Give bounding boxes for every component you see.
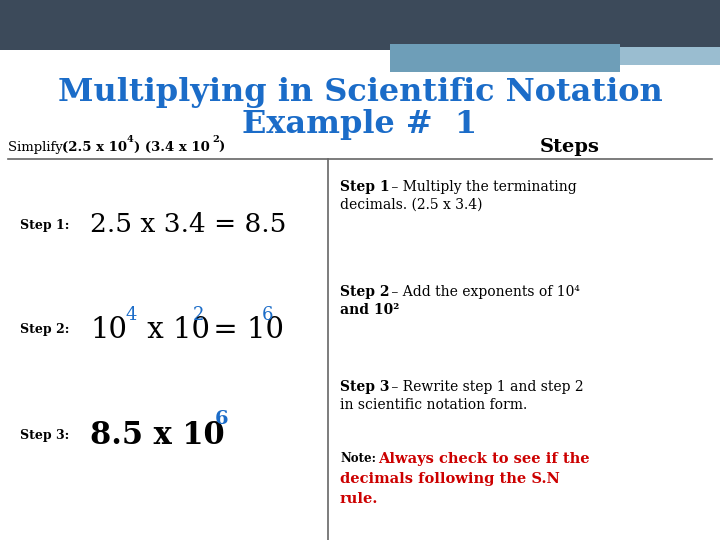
Text: Steps: Steps [540, 138, 600, 156]
Text: 6: 6 [262, 306, 274, 324]
Text: = 10: = 10 [204, 316, 284, 344]
Text: Always check to see if the: Always check to see if the [378, 452, 590, 466]
Text: Step 3: Step 3 [340, 380, 390, 394]
Text: ) (3.4 x 10: ) (3.4 x 10 [134, 140, 210, 153]
Text: Simplify:: Simplify: [8, 140, 71, 153]
Text: ): ) [218, 140, 224, 153]
Text: 6: 6 [215, 410, 229, 428]
Text: Note:: Note: [340, 452, 376, 465]
Text: – Rewrite step 1 and step 2: – Rewrite step 1 and step 2 [387, 380, 584, 394]
Text: Step 3:: Step 3: [20, 429, 69, 442]
Text: Multiplying in Scientific Notation: Multiplying in Scientific Notation [58, 77, 662, 107]
Text: – Multiply the terminating: – Multiply the terminating [387, 180, 577, 194]
FancyBboxPatch shape [620, 47, 720, 65]
Text: 10: 10 [90, 316, 127, 344]
FancyBboxPatch shape [390, 44, 620, 72]
Text: Step 2: Step 2 [340, 285, 390, 299]
Text: 4: 4 [127, 136, 134, 145]
Text: – Add the exponents of 10⁴: – Add the exponents of 10⁴ [387, 285, 580, 299]
Text: 8.5 x 10: 8.5 x 10 [90, 420, 225, 450]
FancyBboxPatch shape [0, 0, 720, 50]
Text: decimals following the S.N: decimals following the S.N [340, 472, 560, 486]
Text: 2: 2 [212, 136, 219, 145]
Text: in scientific notation form.: in scientific notation form. [340, 398, 527, 412]
Text: Step 1:: Step 1: [20, 219, 69, 232]
Text: Example #  1: Example # 1 [243, 110, 477, 140]
Text: (2.5 x 10: (2.5 x 10 [62, 140, 127, 153]
Text: and 10²: and 10² [340, 303, 400, 317]
Text: rule.: rule. [340, 492, 379, 506]
Text: Step 1: Step 1 [340, 180, 390, 194]
Text: 2: 2 [193, 306, 204, 324]
Text: decimals. (2.5 x 3.4): decimals. (2.5 x 3.4) [340, 198, 482, 212]
Text: 4: 4 [125, 306, 136, 324]
Text: Step 2:: Step 2: [20, 323, 69, 336]
Text: x 10: x 10 [138, 316, 210, 344]
Text: 2.5 x 3.4 = 8.5: 2.5 x 3.4 = 8.5 [90, 213, 287, 238]
